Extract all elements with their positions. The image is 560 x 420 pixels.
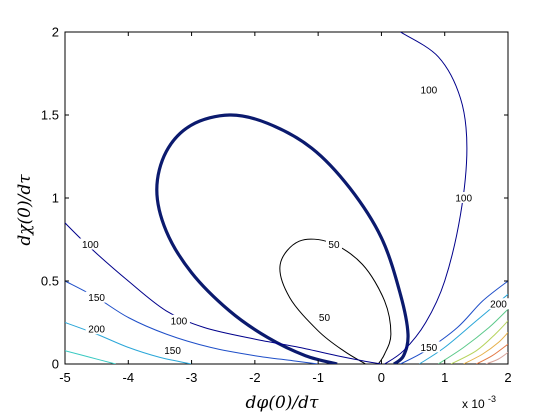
contour-label-100-3-0: 100 — [452, 192, 475, 205]
x-axis-label: dφ(0)/dτ — [246, 393, 319, 413]
contour-line-50-1 — [279, 238, 392, 364]
x-tick-label: -1 — [312, 370, 324, 385]
x-tick-label: -4 — [123, 370, 135, 385]
contour-label-bg — [85, 323, 108, 335]
contour-label-text: 150 — [421, 343, 438, 354]
x-tick-label: 0 — [378, 370, 385, 385]
contour-label-bg — [325, 238, 342, 250]
contour-label-bg — [487, 298, 510, 310]
contour-label-150-4-1: 150 — [161, 344, 184, 357]
contour-label-text: 200 — [490, 300, 507, 311]
contour-line-unlabeled-11 — [463, 332, 508, 364]
contour-label-100-2-1: 100 — [167, 314, 190, 327]
contour-label-text: 100 — [171, 316, 188, 327]
contour-label-bg — [452, 192, 475, 203]
contour-label-text: 100 — [82, 240, 99, 251]
y-axis-label: dχ(0)/dτ — [15, 174, 35, 246]
contour-label-text: 50 — [328, 240, 340, 251]
contour-label-50-1-1: 50 — [325, 238, 342, 251]
contour-label-bg — [167, 314, 190, 326]
x-tick-label: 2 — [504, 370, 511, 385]
contour-label-bg — [417, 341, 440, 353]
contour-label-150-4-0: 150 — [85, 291, 108, 304]
contour-label-100-3-1: 100 — [417, 84, 440, 97]
x-axis-multiplier: x 10 -3 — [462, 394, 496, 411]
y-tick-label: 0 — [52, 357, 59, 372]
contour-label-bg — [85, 291, 108, 303]
contour-label-150-5-0: 150 — [417, 341, 440, 354]
x-axis-multiplier-exponent: -3 — [488, 394, 496, 404]
contour-line-100-2 — [65, 222, 382, 364]
contour-label-bg — [79, 238, 102, 250]
contour-label-200-6-0: 200 — [85, 323, 108, 336]
contour-line-0-0 — [155, 113, 410, 364]
x-tick-label: -5 — [59, 370, 71, 385]
contour-label-text: 50 — [319, 313, 331, 324]
contour-label-text: 150 — [88, 293, 105, 304]
contour-line-unlabeled-13 — [485, 351, 508, 364]
plot-area — [64, 31, 509, 365]
contour-line-150-5 — [400, 280, 508, 364]
contour-line-unlabeled-8 — [65, 350, 116, 364]
contour-line-100-3 — [384, 32, 468, 364]
x-tick-label: -3 — [186, 370, 198, 385]
y-tick-label: 1 — [52, 191, 59, 206]
contour-label-50-1-0: 50 — [316, 311, 333, 324]
y-tick-label: 0.5 — [41, 274, 59, 289]
contour-label-bg — [161, 344, 184, 356]
y-tick-label: 2 — [52, 25, 59, 40]
contour-labels-layer: 50 50 100 100 100 100 150 150 150 200 200 — [79, 84, 510, 357]
x-tick-label: -2 — [249, 370, 261, 385]
ticks-layer: -5 -4 -3 -2 -1 0 1 2 0 0.5 1 1.5 2 — [41, 25, 512, 386]
contour-line-unlabeled-9 — [438, 308, 508, 364]
y-tick-label: 1.5 — [41, 108, 59, 123]
contour-label-bg — [316, 311, 333, 323]
contour-label-text: 100 — [421, 86, 438, 97]
contour-line-unlabeled-12 — [476, 343, 508, 364]
contour-line-unlabeled-10 — [450, 320, 508, 364]
contour-label-100-2-0: 100 — [79, 238, 102, 251]
x-tick-label: 1 — [441, 370, 448, 385]
contours-layer — [65, 32, 508, 364]
x-axis-multiplier-base: x 10 — [462, 397, 485, 411]
contour-label-text: 200 — [88, 325, 105, 336]
contour-label-200-7-0: 200 — [487, 298, 510, 311]
contour-label-text: 100 — [455, 194, 472, 205]
contour-label-bg — [417, 84, 440, 96]
contour-label-text: 150 — [164, 346, 181, 357]
